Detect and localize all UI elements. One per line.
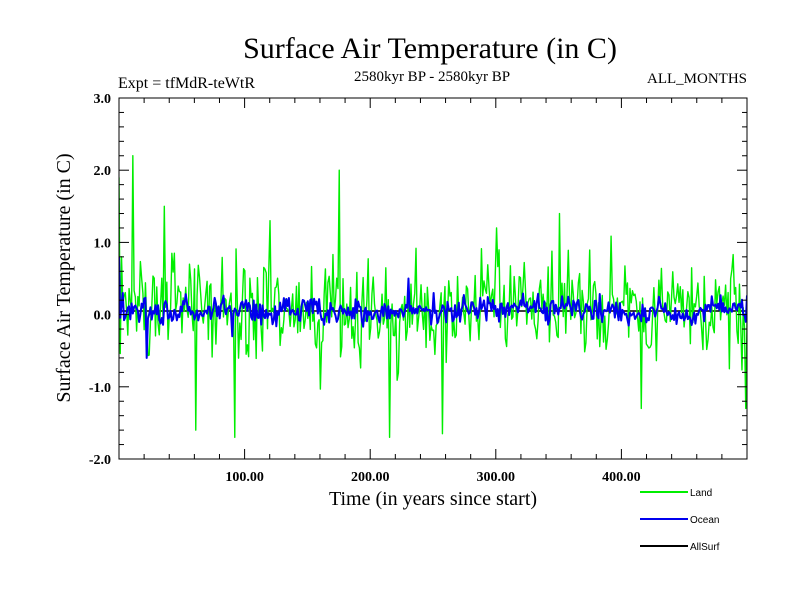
x-tick-label: 400.00 [602, 470, 641, 485]
chart-title: Surface Air Temperature (in C) [243, 32, 617, 65]
y-tick-label: 1.0 [94, 236, 112, 251]
x-axis-label: Time (in years since start) [329, 488, 537, 510]
y-axis-label: Surface Air Temperature (in C) [53, 153, 75, 402]
legend: Land Ocean AllSurf [640, 488, 720, 553]
legend-label-land: Land [690, 488, 712, 499]
y-tick-label: 3.0 [94, 92, 112, 107]
x-tick-label: 100.00 [225, 470, 264, 485]
series-line-ocean [119, 256, 747, 359]
y-tick-label: -1.0 [89, 381, 111, 396]
y-tick-label: -2.0 [89, 453, 111, 468]
plot-frame [118, 97, 748, 460]
months-label: ALL_MONTHS [647, 71, 747, 87]
x-tick-label: 200.00 [351, 470, 390, 485]
y-tick-label: 2.0 [94, 164, 112, 179]
experiment-label: Expt = tfMdR-teWtR [118, 75, 255, 92]
legend-label-allsurf: AllSurf [690, 542, 720, 553]
legend-label-ocean: Ocean [690, 515, 719, 526]
y-tick-label: 0.0 [94, 309, 112, 324]
x-tick-label: 300.00 [477, 470, 516, 485]
series-layer [119, 155, 747, 439]
axis-layer: -2.0 -1.0 0.0 1.0 2.0 3.0 100.00 200.00 300.00 40… [89, 92, 747, 485]
chart-subtitle: 2580kyr BP - 2580kyr BP [354, 69, 510, 85]
